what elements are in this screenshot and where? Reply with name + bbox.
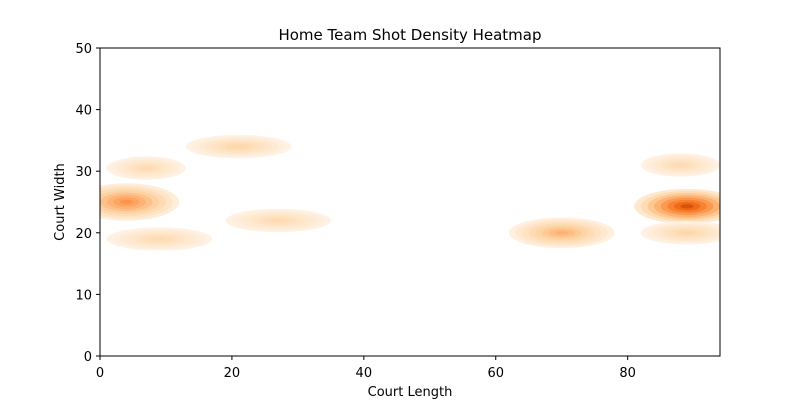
x-axis: 0 20 40 60 80 xyxy=(96,356,636,381)
density-layer xyxy=(100,134,720,251)
y-tick-label: 30 xyxy=(75,165,92,180)
density-blob-1-level-7 xyxy=(152,237,166,241)
plot-area xyxy=(100,48,720,356)
density-blob-0-level-7 xyxy=(119,199,133,205)
x-tick-label: 0 xyxy=(96,366,104,381)
x-tick-label: 60 xyxy=(487,366,504,381)
chart-title: Home Team Shot Density Heatmap xyxy=(278,26,541,44)
x-tick-label: 20 xyxy=(224,366,241,381)
x-tick-label: 80 xyxy=(619,366,636,381)
y-axis-label: Court Width xyxy=(53,163,68,241)
y-tick-label: 50 xyxy=(75,42,92,57)
y-tick-label: 0 xyxy=(84,350,92,365)
density-blob-3-level-7 xyxy=(231,145,246,149)
x-axis-label: Court Length xyxy=(368,385,453,400)
density-blob-2-level-7 xyxy=(141,166,152,170)
density-blob-7-level-7 xyxy=(675,163,686,167)
y-tick-label: 40 xyxy=(75,104,92,119)
density-blob-8-level-7 xyxy=(681,231,693,235)
y-axis: 0 10 20 30 40 50 xyxy=(75,42,100,365)
plot-frame xyxy=(99,47,721,357)
density-blob-4-level-7 xyxy=(271,219,285,222)
y-tick-label: 20 xyxy=(75,227,92,242)
density-blob-6-level-7 xyxy=(680,204,694,209)
density-blob-5-level-7 xyxy=(555,230,569,235)
x-tick-label: 40 xyxy=(356,366,373,381)
y-tick-label: 10 xyxy=(75,288,92,303)
